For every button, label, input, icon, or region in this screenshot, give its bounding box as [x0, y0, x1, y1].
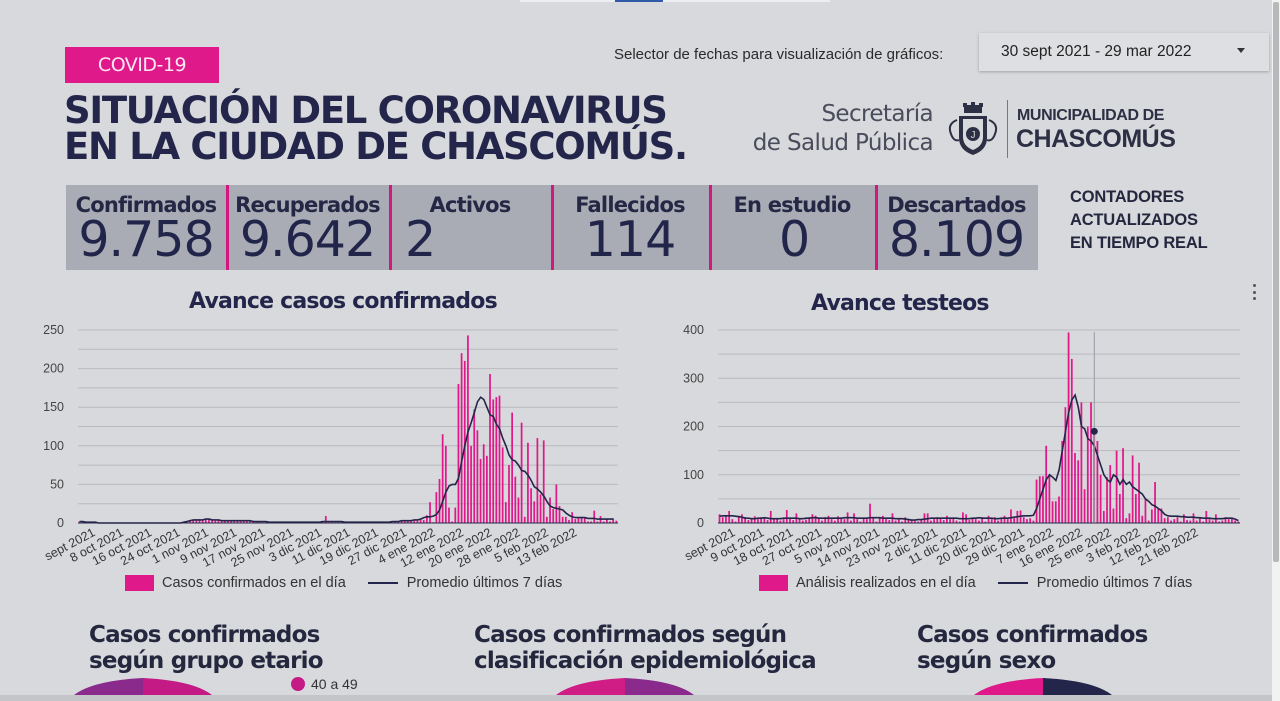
logo-divider [1007, 100, 1008, 158]
epi-title-line1: Casos confirmados según [474, 622, 787, 648]
counter-label: En estudio [733, 193, 852, 217]
active-tab-indicator [615, 0, 663, 2]
sex-title-line2: según sexo [917, 648, 1056, 674]
counter-value: 8.109 [888, 211, 1025, 268]
counter-value: 9.642 [239, 211, 376, 268]
date-selector-label: Selector de fechas para visualización de… [614, 46, 944, 63]
legend-bar-swatch [759, 575, 788, 591]
realtime-note: CONTADORES ACTUALIZADOS EN TIEMPO REAL [1070, 186, 1208, 255]
chart-confirmados-legend: Casos confirmados en el día Promedio últ… [125, 575, 562, 591]
counter-value: 2 [405, 211, 436, 268]
legend-line-swatch [997, 582, 1028, 584]
secretaria-salud-text: Secretaría de Salud Pública [752, 100, 934, 158]
svg-text:100: 100 [683, 468, 704, 482]
epi-title-line2: clasificación epidemiológica [474, 648, 817, 674]
svg-text:J: J [971, 130, 976, 141]
age-title-line2: según grupo etario [89, 648, 324, 674]
secretaria-line2: de Salud Pública [752, 130, 934, 156]
legend-line-swatch [367, 582, 398, 584]
counter-confirmados: Confirmados 9.758 [66, 185, 226, 270]
svg-text:0: 0 [697, 516, 704, 530]
age-title-line1: Casos confirmados [89, 622, 320, 648]
counter-label: Activos [429, 193, 512, 217]
covid-badge: COVID-19 [65, 47, 219, 83]
svg-text:0: 0 [57, 516, 64, 530]
sex-section-title: Casos confirmados según sexo [917, 622, 1148, 674]
counter-label: Fallecidos [575, 193, 685, 217]
legend-line-label: Promedio últimos 7 días [406, 575, 563, 591]
realtime-line3: EN TIEMPO REAL [1070, 234, 1208, 252]
legend-bar-label: Análisis realizados en el día [796, 575, 976, 591]
vertical-scrollbar[interactable] [1272, 0, 1280, 701]
counter-label: Recuperados [235, 193, 381, 217]
svg-text:300: 300 [683, 371, 704, 385]
organization-logo: Secretaría de Salud Pública J MUNICIPALI… [750, 100, 1190, 160]
page-title-line1: SITUACIÓN DEL CORONAVIRUS [64, 89, 668, 132]
legend-line-label: Promedio últimos 7 días [1036, 575, 1193, 591]
dropdown-caret-icon [1237, 48, 1245, 53]
browser-tab-strip [520, 0, 830, 2]
scrollbar-thumb[interactable] [1273, 2, 1279, 562]
date-range-value: 30 sept 2021 - 29 mar 2022 [1001, 43, 1192, 60]
counter-fallecidos: Fallecidos 114 [551, 185, 709, 270]
svg-text:50: 50 [50, 477, 64, 491]
more-options-icon[interactable] [1252, 284, 1256, 300]
page-title: SITUACIÓN DEL CORONAVIRUS EN LA CIUDAD D… [64, 89, 688, 168]
svg-text:200: 200 [43, 362, 64, 376]
municipalidad-text: MUNICIPALIDAD DE [1017, 107, 1165, 124]
counter-en-estudio: En estudio 0 [709, 185, 875, 270]
legend-dot [291, 677, 305, 691]
counters-panel: Confirmados 9.758 Recuperados 9.642 Acti… [66, 185, 1038, 270]
sex-title-line1: Casos confirmados [917, 622, 1148, 648]
epi-section-title: Casos confirmados según clasificación ep… [474, 622, 817, 674]
horizontal-scrollbar[interactable] [0, 695, 1272, 701]
legend-bar-label: Casos confirmados en el día [162, 575, 346, 591]
svg-text:250: 250 [43, 323, 64, 337]
realtime-line1: CONTADORES [1070, 188, 1185, 206]
svg-text:400: 400 [683, 323, 704, 337]
secretaria-line1: Secretaría [821, 101, 933, 127]
counter-label: Descartados [887, 193, 1026, 217]
date-range-selector[interactable]: 30 sept 2021 - 29 mar 2022 [979, 33, 1269, 71]
svg-text:200: 200 [683, 420, 704, 434]
counter-recuperados: Recuperados 9.642 [226, 185, 389, 270]
realtime-line2: ACTUALIZADOS [1070, 211, 1198, 229]
svg-text:100: 100 [43, 439, 64, 453]
chart-confirmados-title: Avance casos confirmados [189, 289, 498, 314]
counter-activos: Activos 2 [389, 185, 551, 270]
chart-testeos-legend: Análisis realizados en el día Promedio ú… [759, 575, 1192, 591]
chascomus-text: CHASCOMÚS [1016, 125, 1176, 153]
counter-value: 0 [779, 211, 810, 268]
legend-bar-swatch [125, 575, 154, 591]
counter-value: 9.758 [78, 211, 214, 268]
age-legend-item: 40 a 49 [291, 676, 358, 692]
svg-text:150: 150 [43, 400, 64, 414]
chart-testeos-title: Avance testeos [811, 291, 990, 316]
counter-value: 114 [584, 211, 677, 268]
counter-descartados: Descartados 8.109 [875, 185, 1038, 270]
municipal-crest-icon: J [948, 102, 998, 155]
age-legend-label: 40 a 49 [311, 676, 358, 692]
age-section-title: Casos confirmados según grupo etario [89, 622, 324, 674]
page-title-line2: EN LA CIUDAD DE CHASCOMÚS. [64, 125, 688, 168]
counter-label: Confirmados [75, 193, 218, 217]
